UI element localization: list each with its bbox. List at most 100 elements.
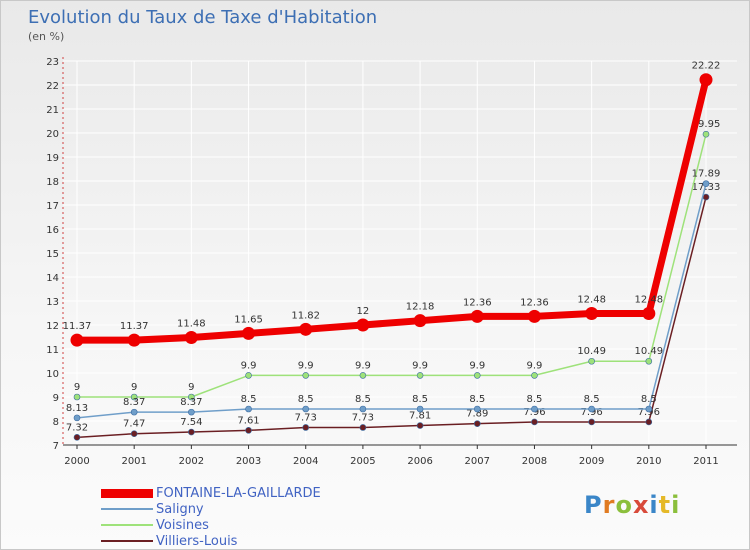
data-point-voisines [702, 130, 710, 138]
logo-letter: i [649, 491, 659, 519]
data-point-villiers-louis [531, 418, 538, 426]
logo-letter: r [602, 491, 616, 519]
data-point-saligny [302, 405, 310, 413]
data-label-saligny: 8.37 [180, 397, 202, 408]
data-point-fontaine-la-gaillarde [527, 309, 541, 323]
y-tick-label: 20 [46, 129, 59, 140]
data-label-fontaine-la-gaillarde: 12 [357, 306, 370, 317]
data-label-saligny: 8.5 [241, 394, 257, 405]
data-point-saligny [359, 405, 367, 413]
data-label-villiers-louis: 7.54 [180, 417, 202, 428]
data-point-voisines [245, 372, 252, 379]
data-point-villiers-louis [473, 420, 481, 427]
data-label-voisines: 9 [74, 382, 80, 393]
data-point-voisines [302, 372, 310, 379]
data-label-saligny: 8.5 [641, 394, 657, 405]
data-point-voisines [188, 393, 195, 401]
data-point-villiers-louis [188, 428, 195, 436]
data-point-fontaine-la-gaillarde [299, 322, 313, 336]
data-point-villiers-louis [245, 427, 252, 434]
data-point-voisines [473, 372, 481, 379]
data-label-voisines: 9 [131, 382, 137, 393]
data-point-saligny [245, 405, 252, 413]
data-label-villiers-louis: 7.32 [66, 422, 88, 433]
data-label-fontaine-la-gaillarde: 12.48 [577, 294, 606, 305]
data-label-saligny: 8.5 [298, 394, 314, 405]
data-label-voisines: 9.9 [469, 360, 485, 371]
data-label-villiers-louis: 7.89 [466, 409, 488, 420]
data-point-saligny [416, 405, 424, 413]
legend-swatch-villiers [101, 540, 153, 542]
data-point-villiers-louis [359, 424, 367, 431]
y-tick-label: 12 [46, 321, 59, 332]
x-tick-label: 2009 [579, 456, 604, 467]
y-tick-label: 7 [53, 441, 59, 452]
data-point-fontaine-la-gaillarde [127, 333, 141, 347]
data-point-voisines [130, 393, 138, 401]
y-tick-label: 14 [46, 273, 59, 284]
logo-letter: o [615, 491, 633, 519]
legend-label-villiers: Villiers-Louis [156, 533, 238, 549]
y-tick-label: 15 [46, 249, 59, 260]
data-point-fontaine-la-gaillarde [242, 326, 256, 340]
data-point-saligny [645, 405, 653, 413]
data-label-fontaine-la-gaillarde: 11.65 [234, 314, 263, 325]
data-label-villiers-louis: 7.73 [352, 412, 374, 423]
data-label-voisines: 19.95 [692, 119, 721, 130]
data-point-villiers-louis [588, 418, 595, 426]
x-tick-label: 2010 [636, 456, 661, 467]
x-tick-label: 2006 [407, 456, 432, 467]
data-label-saligny: 17.89 [692, 169, 721, 180]
data-point-saligny [473, 405, 481, 413]
data-label-saligny: 8.37 [123, 397, 145, 408]
logo-letter: i [671, 491, 681, 519]
data-point-fontaine-la-gaillarde [699, 73, 713, 87]
data-label-voisines: 9.9 [412, 360, 428, 371]
legend-item-villiers: Villiers-Louis [101, 533, 321, 549]
y-tick-label: 11 [46, 345, 59, 356]
series-line-fontaine-la-gaillarde [77, 78, 710, 344]
data-point-villiers-louis [702, 193, 710, 201]
y-tick-label: 8 [53, 417, 59, 428]
data-label-saligny: 8.5 [527, 394, 543, 405]
data-label-fontaine-la-gaillarde: 11.37 [63, 321, 92, 332]
data-point-voisines [588, 357, 595, 365]
data-label-fontaine-la-gaillarde: 12.18 [406, 302, 435, 313]
data-label-fontaine-la-gaillarde: 11.82 [291, 310, 320, 321]
legend-swatch-saligny [101, 508, 153, 510]
series-line-saligny [76, 183, 707, 419]
data-point-saligny [531, 405, 538, 413]
data-point-saligny [702, 180, 710, 187]
data-point-fontaine-la-gaillarde [470, 309, 484, 323]
data-label-voisines: 9.9 [355, 360, 371, 371]
data-label-voisines: 9.9 [298, 360, 314, 371]
y-tick-label: 22 [46, 81, 59, 92]
data-label-saligny: 8.13 [66, 403, 88, 414]
data-point-voisines [645, 357, 653, 365]
data-label-voisines: 9.9 [527, 360, 543, 371]
legend: FONTAINE-LA-GAILLARDE Saligny Voisines V… [101, 485, 321, 549]
data-label-villiers-louis: 7.96 [638, 407, 660, 418]
x-tick-label: 2007 [465, 456, 490, 467]
x-tick-label: 2011 [693, 456, 718, 467]
data-point-fontaine-la-gaillarde [642, 306, 656, 320]
data-point-saligny [588, 405, 595, 413]
data-label-villiers-louis: 7.81 [409, 411, 431, 422]
data-label-voisines: 9 [188, 382, 194, 393]
data-label-fontaine-la-gaillarde: 12.36 [463, 297, 492, 308]
logo-letter: P [584, 491, 603, 519]
x-tick-label: 2001 [121, 456, 146, 467]
y-tick-label: 13 [46, 297, 59, 308]
chart-subtitle: (en %) [28, 30, 65, 43]
series-line-voisines [77, 134, 707, 398]
data-point-fontaine-la-gaillarde [585, 306, 599, 320]
data-label-saligny: 8.5 [469, 394, 485, 405]
chart-title: Evolution du Taux de Taxe d'Habitation [28, 7, 378, 28]
x-tick-label: 2005 [350, 456, 375, 467]
data-label-villiers-louis: 7.73 [295, 412, 317, 423]
data-label-fontaine-la-gaillarde: 11.37 [120, 321, 149, 332]
data-label-saligny: 8.5 [355, 394, 371, 405]
data-point-saligny [73, 414, 81, 422]
